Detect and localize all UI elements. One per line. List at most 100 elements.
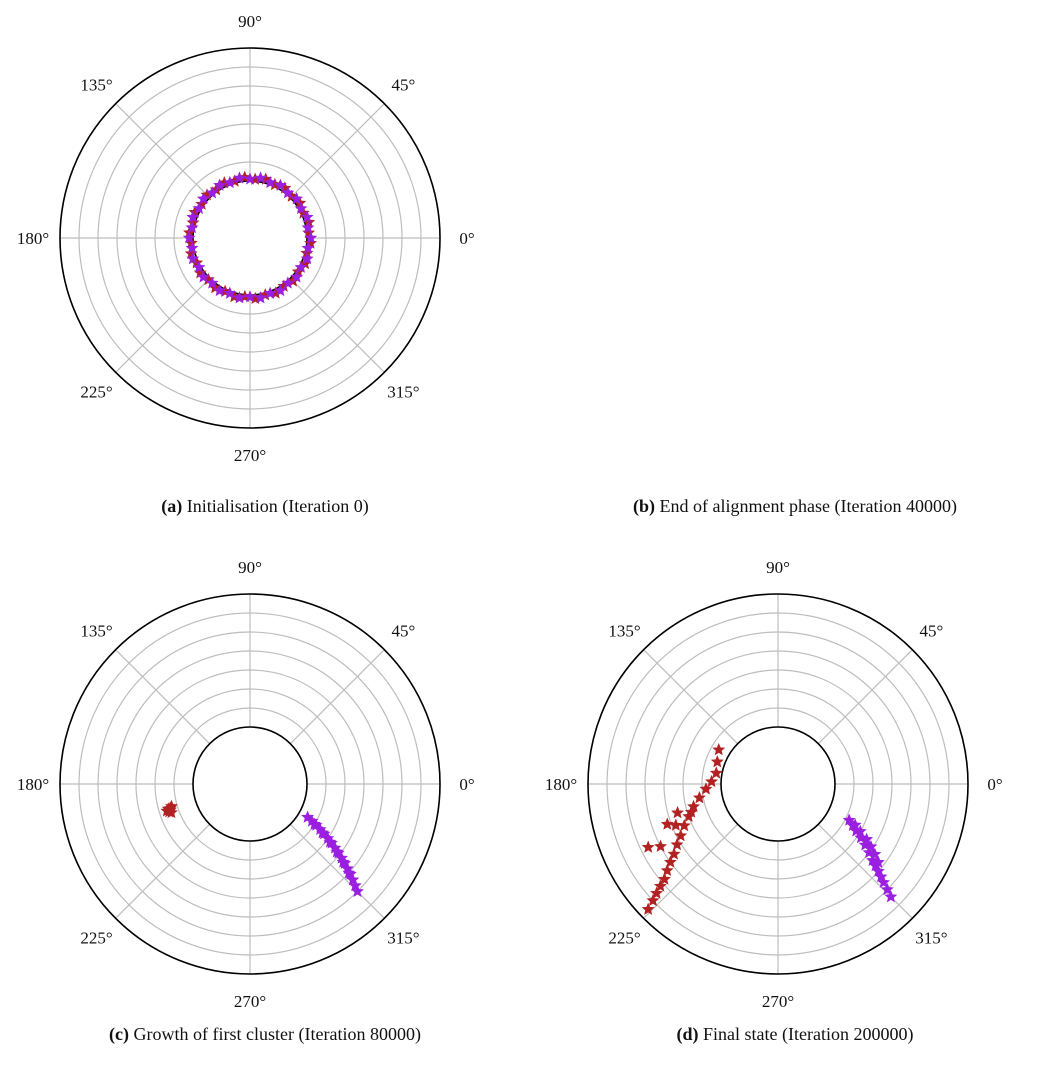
data-point	[185, 220, 199, 234]
outer-boundary	[59, 593, 441, 975]
data-point	[182, 231, 196, 244]
angle-tick-label: 270°	[234, 992, 266, 1011]
data-point	[654, 839, 668, 852]
data-point	[641, 902, 655, 915]
series-1	[301, 810, 364, 897]
angular-spoke	[289, 649, 385, 745]
angle-tick-label: 315°	[915, 928, 947, 947]
data-point	[674, 828, 688, 842]
outer-boundary	[587, 593, 969, 975]
caption-text-d: Final state (Iteration 200000)	[703, 1024, 914, 1044]
data-point	[304, 231, 318, 244]
data-point	[290, 192, 304, 205]
angular-spoke	[643, 823, 739, 919]
data-point	[186, 252, 200, 265]
data-point	[669, 818, 683, 831]
data-point	[273, 178, 287, 191]
angle-tick-label: 90°	[766, 558, 790, 577]
polar-grid: 0° 45° 90° 135° 180° 225° 270° 315°	[545, 558, 1003, 1011]
caption-text-a: Initialisation (Iteration 0)	[186, 496, 369, 516]
panel-a: 0° 45° 90° 135° 180° 225° 270° 315° (a) Initial…	[0, 0, 530, 536]
data-point	[671, 806, 684, 819]
data-point	[871, 855, 885, 868]
series-1	[842, 813, 898, 903]
caption-text-b: End of alignment phase (Iteration 40000)	[659, 496, 957, 516]
caption-text-c: Growth of first cluster (Iteration 80000…	[133, 1024, 421, 1044]
data-point	[684, 805, 698, 818]
data-point	[300, 210, 314, 223]
caption-b: (b) End of alignment phase (Iteration 40…	[530, 496, 1060, 517]
angle-tick-label: 135°	[80, 622, 112, 641]
data-point	[710, 755, 724, 768]
angular-spoke	[643, 649, 739, 745]
angular-spoke	[115, 823, 211, 919]
data-point	[853, 824, 867, 837]
data-point	[667, 847, 681, 860]
angle-tick-label: 180°	[545, 775, 577, 794]
data-point	[864, 839, 878, 853]
angular-spoke	[115, 103, 211, 199]
angle-tick-label: 45°	[920, 622, 944, 641]
data-point	[860, 832, 874, 845]
polar-grid: 0° 45° 90° 135° 180° 225° 270° 315°	[17, 558, 475, 1011]
angle-tick-label: 0°	[459, 229, 474, 248]
data-point	[884, 890, 898, 903]
data-point	[185, 241, 199, 254]
data-point	[281, 276, 295, 289]
data-point	[254, 171, 268, 184]
caption-d: (d) Final state (Iteration 200000)	[530, 1024, 1060, 1045]
angle-tick-label: 45°	[392, 622, 416, 641]
angle-tick-label: 225°	[608, 928, 640, 947]
angle-tick-label: 180°	[17, 229, 49, 248]
data-point	[254, 291, 268, 304]
data-point	[646, 893, 660, 907]
panel-d: 0° 45° 90° 135° 180° 225° 270° 315° (d) Final s…	[530, 536, 1060, 1072]
data-point	[660, 863, 674, 877]
caption-tag-a: (a)	[161, 496, 183, 516]
angle-tick-label: 315°	[387, 928, 419, 947]
data-point	[877, 875, 891, 888]
data-point	[186, 210, 200, 223]
angle-tick-label: 0°	[987, 775, 1002, 794]
polar-plot-d: 0° 45° 90° 135° 180° 225° 270° 315°	[545, 558, 1003, 1011]
caption-tag-b: (b)	[633, 496, 656, 516]
polar-plot-c: 0° 45° 90° 135° 180° 225° 270° 315°	[17, 558, 475, 1011]
data-point	[677, 818, 691, 832]
data-point	[658, 872, 671, 885]
angle-tick-label: 135°	[608, 622, 640, 641]
data-point	[294, 201, 308, 215]
data-point	[161, 802, 175, 815]
caption-tag-d: (d)	[676, 1024, 699, 1044]
data-point	[712, 743, 726, 756]
data-point	[342, 866, 356, 879]
angle-tick-label: 315°	[387, 382, 419, 401]
data-point	[641, 840, 655, 853]
inner-boundary	[192, 726, 308, 842]
data-point	[692, 791, 706, 804]
series-0	[641, 743, 726, 915]
data-point	[301, 241, 315, 254]
data-point	[848, 818, 862, 831]
data-point	[232, 291, 246, 304]
data-point	[213, 283, 227, 297]
angular-spoke	[817, 649, 913, 745]
caption-c: (c) Growth of first cluster (Iteration 8…	[0, 1024, 530, 1045]
angular-spoke	[115, 649, 211, 745]
data-point	[205, 186, 219, 199]
angle-tick-label: 225°	[80, 382, 112, 401]
data-point	[294, 260, 308, 273]
data-point	[223, 286, 237, 299]
data-point	[650, 886, 664, 899]
inner-boundary	[720, 726, 836, 842]
data-point	[699, 782, 713, 795]
panel-b: (b) End of alignment phase (Iteration 40…	[530, 0, 1060, 536]
angle-tick-label: 270°	[762, 992, 794, 1011]
data-point	[301, 220, 315, 234]
data-point	[316, 826, 329, 839]
data-point	[660, 817, 674, 830]
angular-spoke	[115, 277, 211, 373]
angular-spoke	[289, 103, 385, 199]
data-point	[300, 252, 314, 265]
data-point	[192, 260, 206, 273]
data-point	[263, 286, 277, 299]
